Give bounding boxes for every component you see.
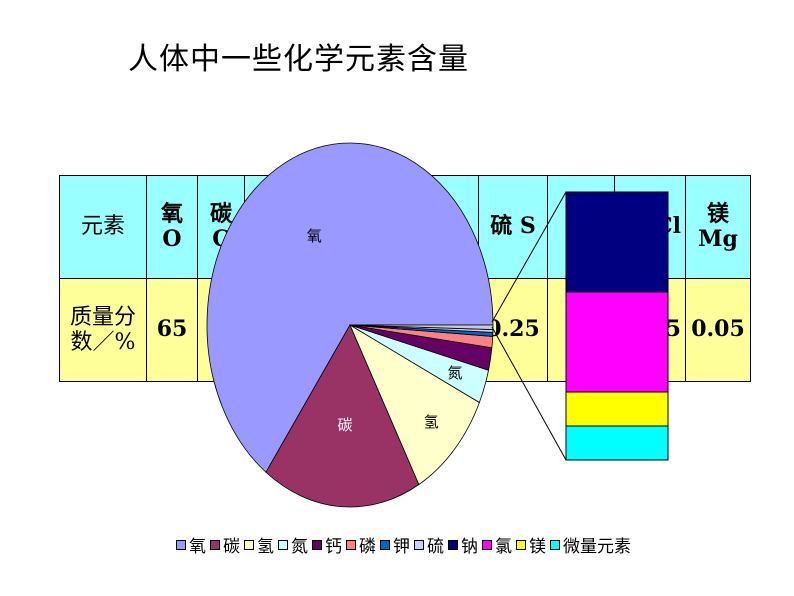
legend-swatch [550,539,560,550]
legend-item-氯: 氯 [482,532,512,557]
slice-label-氮: 氮 [447,364,462,382]
legend-label: 微量元素 [563,537,631,557]
element-name: 碳 [209,200,232,227]
chart-legend: 氧碳氢氮钙磷钾硫钠氯镁微量元素 [176,532,635,557]
pie-slice-碳 [265,324,420,508]
legend-item-钠: 钠 [448,532,478,557]
legend-label: 钾 [393,537,410,557]
legend-swatch [448,539,458,550]
legend-label: 镁 [529,537,546,557]
connector-line [491,191,567,323]
legend-swatch [346,539,356,550]
pie-slice-氧 [206,142,494,473]
legend-item-氧: 氧 [176,532,206,557]
legend-swatch [176,539,186,550]
slice-label-碳: 碳 [338,416,353,434]
legend-label: 钠 [461,537,478,557]
legend-item-微量元素: 微量元素 [550,532,631,557]
element-symbol: Mg [698,226,738,252]
page-title: 人体中一些化学元素含量 [128,42,469,77]
legend-label: 硫 [427,537,444,557]
legend-label: 钙 [325,537,342,557]
table-cell-value: 0.05 [685,278,751,382]
breakout-segment-氯 [565,291,669,393]
table-cell-name: 镁 Mg [685,175,751,279]
legend-swatch [244,539,254,550]
legend-swatch [210,539,220,550]
element-name: 镁 [706,200,729,227]
legend-swatch [312,539,322,550]
table-cell-name: 硫 S [478,175,548,279]
legend-label: 氮 [291,537,308,557]
legend-swatch [414,539,424,550]
element-symbol: O [162,226,182,252]
legend-swatch [482,539,492,550]
breakout-segment-镁 [565,391,669,427]
legend-label: 磷 [359,537,376,557]
legend-swatch [278,539,288,550]
table-cell-value: 65 [146,278,198,382]
connector-line [491,326,567,461]
legend-item-碳: 碳 [210,532,240,557]
slice-label-氢: 氢 [424,413,439,431]
legend-item-钾: 钾 [380,532,410,557]
element-symbol: S [519,213,536,240]
legend-label: 氯 [495,537,512,557]
breakout-segment-微量元素 [565,425,669,461]
header-cell-element: 元素 [59,175,147,279]
header-cell-mass-fraction: 质量分数／% [59,278,147,382]
legend-label: 氢 [257,537,274,557]
element-name: 硫 [490,213,513,240]
legend-label: 氧 [189,537,206,557]
slice-label-氧: 氧 [307,227,322,245]
breakout-segment-钠 [565,191,669,293]
legend-label: 碳 [223,537,240,557]
legend-swatch [516,539,526,550]
element-name: 氧 [160,200,183,227]
legend-item-磷: 磷 [346,532,376,557]
pie-slice-氢 [349,324,480,486]
legend-swatch [380,539,390,550]
legend-item-钙: 钙 [312,532,342,557]
legend-item-镁: 镁 [516,532,546,557]
legend-item-氮: 氮 [278,532,308,557]
legend-item-氢: 氢 [244,532,274,557]
legend-item-硫: 硫 [414,532,444,557]
